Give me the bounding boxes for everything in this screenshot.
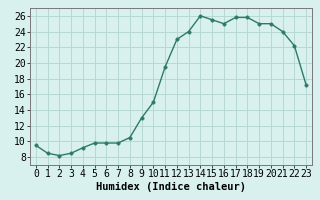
X-axis label: Humidex (Indice chaleur): Humidex (Indice chaleur)	[96, 182, 246, 192]
